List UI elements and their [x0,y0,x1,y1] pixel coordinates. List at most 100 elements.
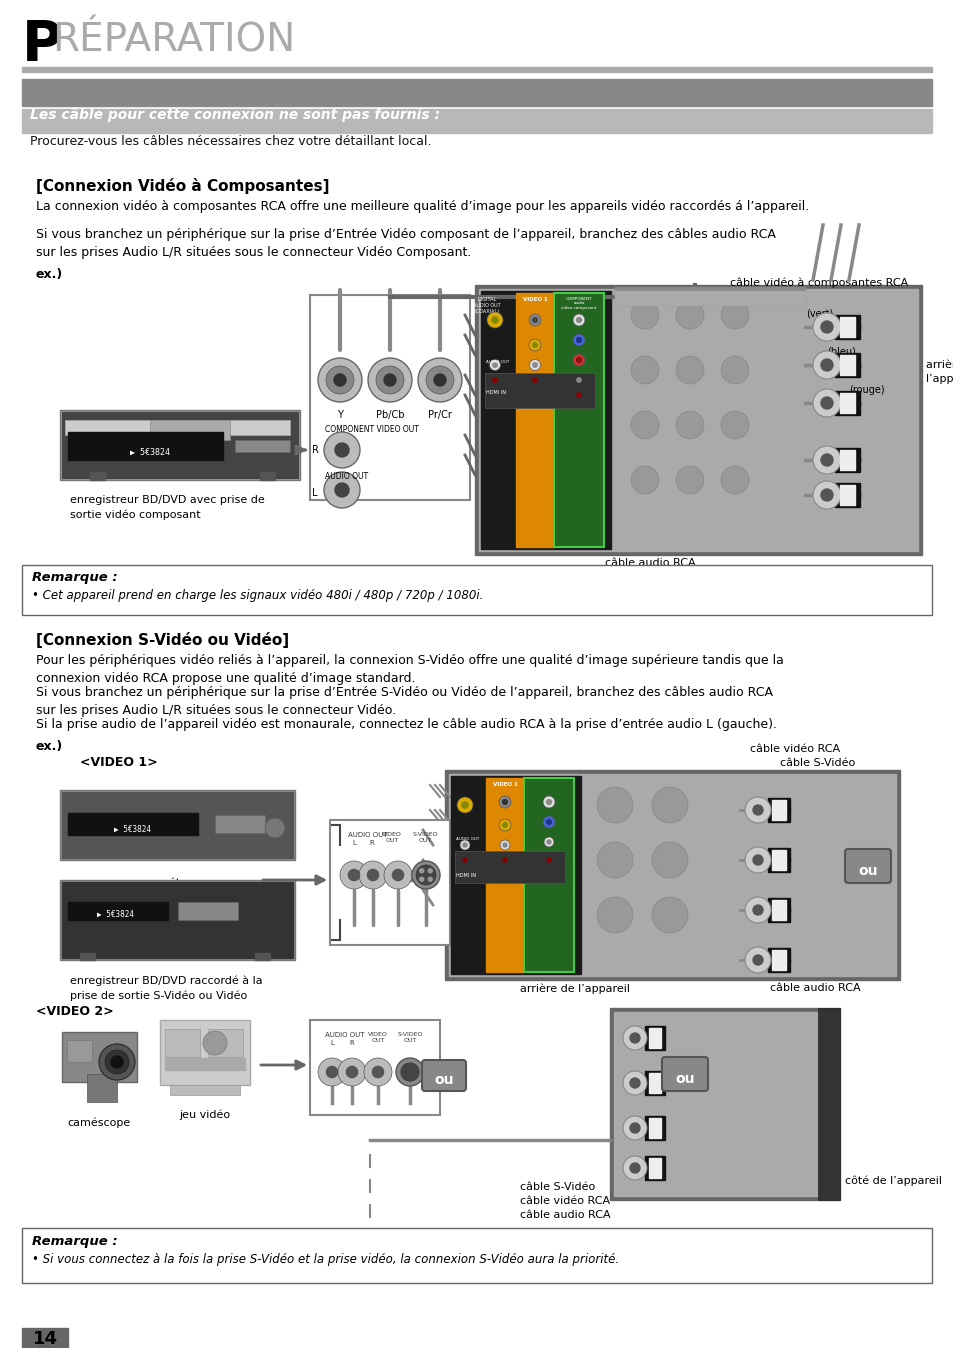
Bar [310,1020,439,1115]
Circle shape [744,948,770,973]
Bar [260,472,274,480]
Circle shape [492,317,497,324]
Circle shape [576,357,580,363]
Bar [67,1041,91,1062]
Text: ▶ 5€3824: ▶ 5€3824 [130,448,170,457]
Circle shape [597,896,633,933]
Circle shape [529,338,540,350]
Circle shape [597,787,633,824]
Bar [840,355,854,375]
Circle shape [326,367,354,394]
Circle shape [812,446,841,474]
Circle shape [630,411,659,439]
Circle shape [821,398,832,408]
Text: <VIDEO 1>: <VIDEO 1> [80,756,157,768]
Text: côté de l’appareil: côté de l’appareil [844,1175,941,1185]
Circle shape [337,1058,366,1086]
Bar [68,902,168,919]
Circle shape [489,360,500,371]
Circle shape [622,1116,646,1140]
FancyBboxPatch shape [844,849,890,883]
Circle shape [812,481,841,510]
Bar [90,472,105,480]
Circle shape [543,837,554,847]
Text: S-VIDEO
OUT: S-VIDEO OUT [412,832,437,842]
Circle shape [489,375,500,386]
Text: ou: ou [675,1072,694,1086]
Circle shape [542,816,555,828]
Circle shape [821,359,832,371]
Bar [834,448,859,472]
Circle shape [629,1123,639,1134]
Circle shape [573,314,584,326]
Text: enregistreur BD/DVD raccordé à la
prise de sortie S-Vidéo ou Vidéo: enregistreur BD/DVD raccordé à la prise … [70,976,262,1002]
Circle shape [384,861,412,888]
Circle shape [203,1031,227,1055]
Bar [160,1020,250,1085]
Text: AUDIO OUT: AUDIO OUT [456,837,478,841]
Text: R: R [312,445,318,456]
Bar [478,288,917,551]
Circle shape [265,818,285,838]
Bar [22,565,931,615]
Circle shape [744,896,770,923]
Text: Pb/Cb: Pb/Cb [375,410,404,421]
Text: L: L [312,488,317,497]
Circle shape [529,314,540,326]
Circle shape [532,377,537,383]
Circle shape [720,411,748,439]
Bar [485,778,523,972]
Bar [68,813,198,834]
Circle shape [630,301,659,329]
Text: R: R [349,1041,354,1046]
Text: AUDIO OUT: AUDIO OUT [485,360,509,364]
Text: ou: ou [434,1073,454,1086]
Circle shape [498,820,511,830]
Circle shape [105,1050,129,1074]
FancyBboxPatch shape [421,1060,465,1091]
Text: COMPONENT VIDEO OUT: COMPONENT VIDEO OUT [325,425,418,434]
Bar [771,799,785,820]
Circle shape [821,454,832,466]
Bar [523,778,574,972]
Text: <VIDEO 2>: <VIDEO 2> [36,1006,113,1018]
Circle shape [317,1058,346,1086]
Circle shape [502,857,506,861]
Circle shape [630,356,659,384]
Bar [62,412,297,479]
Bar [554,293,603,547]
Circle shape [532,363,537,367]
Bar [62,1033,137,1082]
Text: Remarque :: Remarque : [32,1235,117,1248]
Bar [615,291,804,305]
Circle shape [346,1066,357,1077]
Circle shape [676,411,703,439]
Text: 14: 14 [32,1330,57,1348]
Bar [834,353,859,377]
Bar [178,902,237,919]
Text: câble S-Vidéo: câble S-Vidéo [780,758,854,768]
Circle shape [752,855,762,865]
Bar [62,882,293,958]
Circle shape [622,1072,646,1095]
Circle shape [434,373,446,386]
Bar [771,950,785,971]
Text: L: L [352,840,355,847]
Bar [834,483,859,507]
Text: arrière de
l’appareil: arrière de l’appareil [925,360,953,384]
Bar [150,421,230,439]
Bar [614,1012,835,1196]
Circle shape [812,350,841,379]
Bar [771,851,785,869]
Circle shape [532,342,537,348]
Text: AUDIO OUT: AUDIO OUT [325,472,368,481]
Bar [644,1116,664,1140]
Text: Y: Y [336,410,342,421]
Circle shape [577,377,580,383]
Circle shape [720,301,748,329]
Circle shape [542,797,555,807]
Bar [254,953,270,960]
Circle shape [546,820,551,825]
Bar [840,317,854,337]
Text: AUDIO OUT: AUDIO OUT [325,1033,364,1038]
